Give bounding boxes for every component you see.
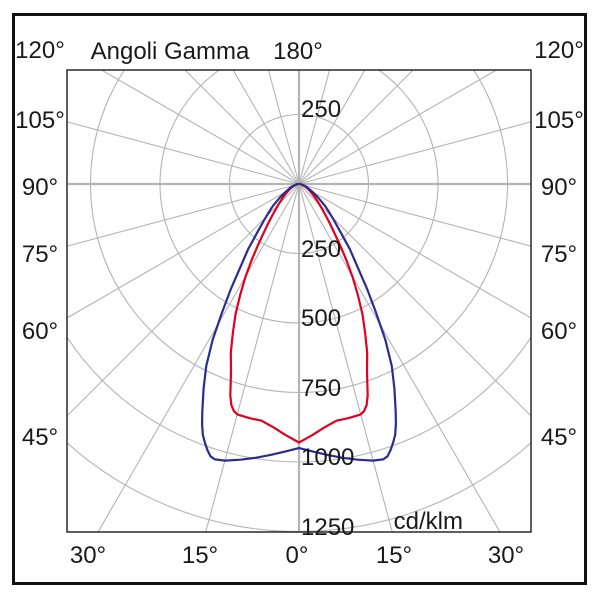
gamma-tick-right-90: 90°	[540, 174, 578, 201]
gamma-tick-right-105: 105°	[534, 107, 584, 134]
gamma-tick-right-60: 60°	[540, 318, 578, 345]
gamma-tick-right-120: 120°	[534, 37, 584, 64]
radial-ring-750	[90, 70, 508, 393]
gamma-tick-left-60: 60°	[21, 318, 59, 345]
gamma-tick-bottom-1: 15°	[181, 542, 219, 569]
gamma-ray-240	[100, 70, 300, 185]
gamma-ray-195	[267, 70, 300, 185]
gamma-ray-45	[298, 183, 531, 417]
gamma-ray-165	[298, 70, 331, 185]
gamma-ray-75	[298, 183, 531, 247]
radial-tick-750: 750	[301, 374, 342, 402]
gamma-ray-150	[298, 70, 366, 185]
outer-border	[12, 13, 587, 585]
gamma-tick-right-45: 45°	[540, 424, 578, 451]
gamma-ray-15	[298, 183, 393, 532]
gamma-ray-315	[67, 183, 300, 417]
red-curve	[229, 182, 369, 444]
gamma-tick-left-105: 105°	[15, 107, 65, 134]
radial-tick-top-250: 250	[301, 96, 342, 123]
blue-curve	[201, 182, 397, 462]
radial-tick-1000: 1000	[301, 444, 355, 471]
gamma-ray-60	[298, 183, 531, 319]
gamma-ray-30	[298, 183, 501, 532]
gamma-tick-bottom-3: 15°	[375, 542, 413, 569]
gamma-tick-bottom-2: 0°	[285, 542, 309, 569]
unit-label: cd/klm	[393, 508, 463, 535]
gamma-ray-210	[232, 70, 300, 185]
gamma-ray-330	[97, 183, 300, 532]
gamma-tick-right-75: 75°	[540, 241, 578, 268]
gamma-tick-180: 180°	[273, 38, 323, 65]
gamma-tick-left-90: 90°	[21, 174, 59, 201]
inner-border	[66, 69, 532, 533]
radial-ring-250	[228, 113, 370, 255]
radial-ring-1000	[67, 336, 531, 463]
gamma-tick-left-75: 75°	[21, 241, 59, 268]
radial-tick-500: 500	[301, 305, 342, 332]
gamma-ray-105	[298, 121, 531, 185]
gamma-tick-left-45: 45°	[21, 424, 59, 451]
radial-tick-250: 250	[301, 235, 342, 263]
chart-title: Angoli Gamma	[90, 38, 250, 65]
gamma-tick-bottom-4: 30°	[487, 542, 525, 569]
radial-tick-1250: 1250	[301, 513, 355, 541]
radial-ring-500	[159, 70, 439, 324]
gamma-ray-285	[67, 183, 300, 247]
gamma-ray-255	[67, 121, 300, 185]
gamma-ray-120	[298, 70, 498, 185]
gamma-ray-225	[184, 70, 300, 185]
gamma-ray-135	[298, 70, 414, 185]
gamma-ray-345	[205, 183, 300, 532]
gamma-tick-bottom-0: 30°	[69, 542, 107, 569]
gamma-ray-300	[67, 183, 300, 319]
gamma-tick-left-120: 120°	[15, 37, 65, 64]
